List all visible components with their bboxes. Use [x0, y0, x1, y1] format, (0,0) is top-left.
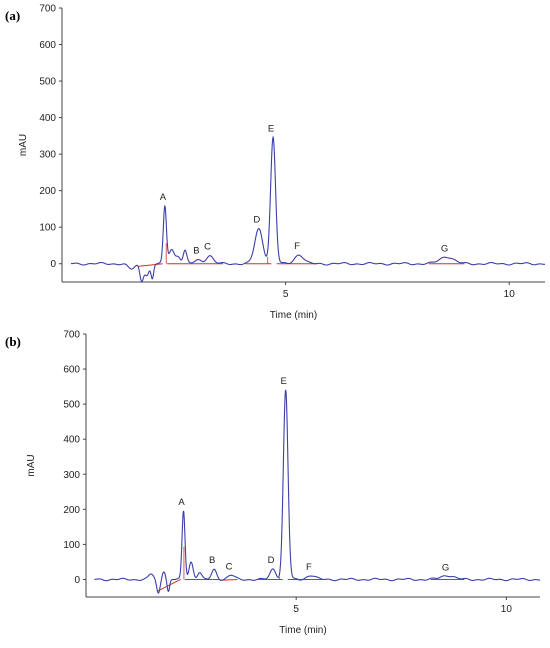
y-tick-label: 700 — [39, 4, 56, 15]
peak-label-g: G — [442, 562, 449, 573]
y-tick-label: 700 — [63, 330, 80, 341]
x-tick-label: 5 — [283, 289, 289, 300]
x-axis-title: Time (min) — [270, 310, 317, 321]
chromatogram-trace — [70, 135, 546, 283]
y-axis-title: mAU — [18, 134, 29, 156]
y-tick-label: 400 — [39, 113, 56, 124]
y-tick-label: 600 — [39, 40, 56, 51]
y-tick-label: 500 — [63, 400, 80, 411]
y-tick-label: 100 — [63, 540, 80, 551]
chromatogram-panel-a: 0 100 200 300 400 500 600 700 5 10 Time (min) mAU A B… — [18, 4, 546, 321]
peak-label-e: E — [268, 123, 274, 134]
peak-label-e: E — [281, 376, 287, 387]
panel-label-a: (a) — [5, 8, 21, 23]
chromatogram-panel-b: 0 100 200 300 400 500 600 700 5 10 Time (min) mAU A B… — [26, 330, 541, 636]
peak-label-f: F — [294, 241, 300, 252]
peak-label-b: B — [193, 246, 199, 257]
x-tick-label: 10 — [501, 604, 513, 615]
peak-label-a: A — [178, 497, 185, 508]
x-axis-title: Time (min) — [279, 625, 326, 636]
y-axis-title: mAU — [26, 454, 37, 476]
integration-baseline — [137, 263, 163, 267]
y-tick-label: 200 — [63, 505, 80, 516]
peak-label-d: D — [253, 215, 260, 226]
y-tick-label: 100 — [39, 223, 56, 234]
x-tick-label: 5 — [293, 604, 299, 615]
y-tick-label: 300 — [39, 150, 56, 161]
y-tick-label: 0 — [74, 575, 80, 586]
peak-label-b: B — [209, 555, 215, 566]
peak-label-c: C — [226, 561, 233, 572]
y-tick-label: 500 — [39, 77, 56, 88]
peak-label-c: C — [204, 242, 211, 253]
y-tick-label: 200 — [39, 186, 56, 197]
y-tick-label: 0 — [50, 259, 56, 270]
peak-label-d: D — [268, 555, 275, 566]
y-tick-label: 400 — [63, 435, 80, 446]
x-tick-label: 10 — [504, 289, 516, 300]
integration-baseline — [157, 579, 181, 592]
peak-label-g: G — [441, 244, 448, 255]
peak-label-f: F — [306, 562, 312, 573]
y-tick-label: 600 — [63, 365, 80, 376]
chromatogram-trace — [94, 389, 541, 594]
peak-label-a: A — [160, 192, 167, 203]
y-tick-label: 300 — [63, 470, 80, 481]
panel-label-b: (b) — [5, 334, 21, 349]
